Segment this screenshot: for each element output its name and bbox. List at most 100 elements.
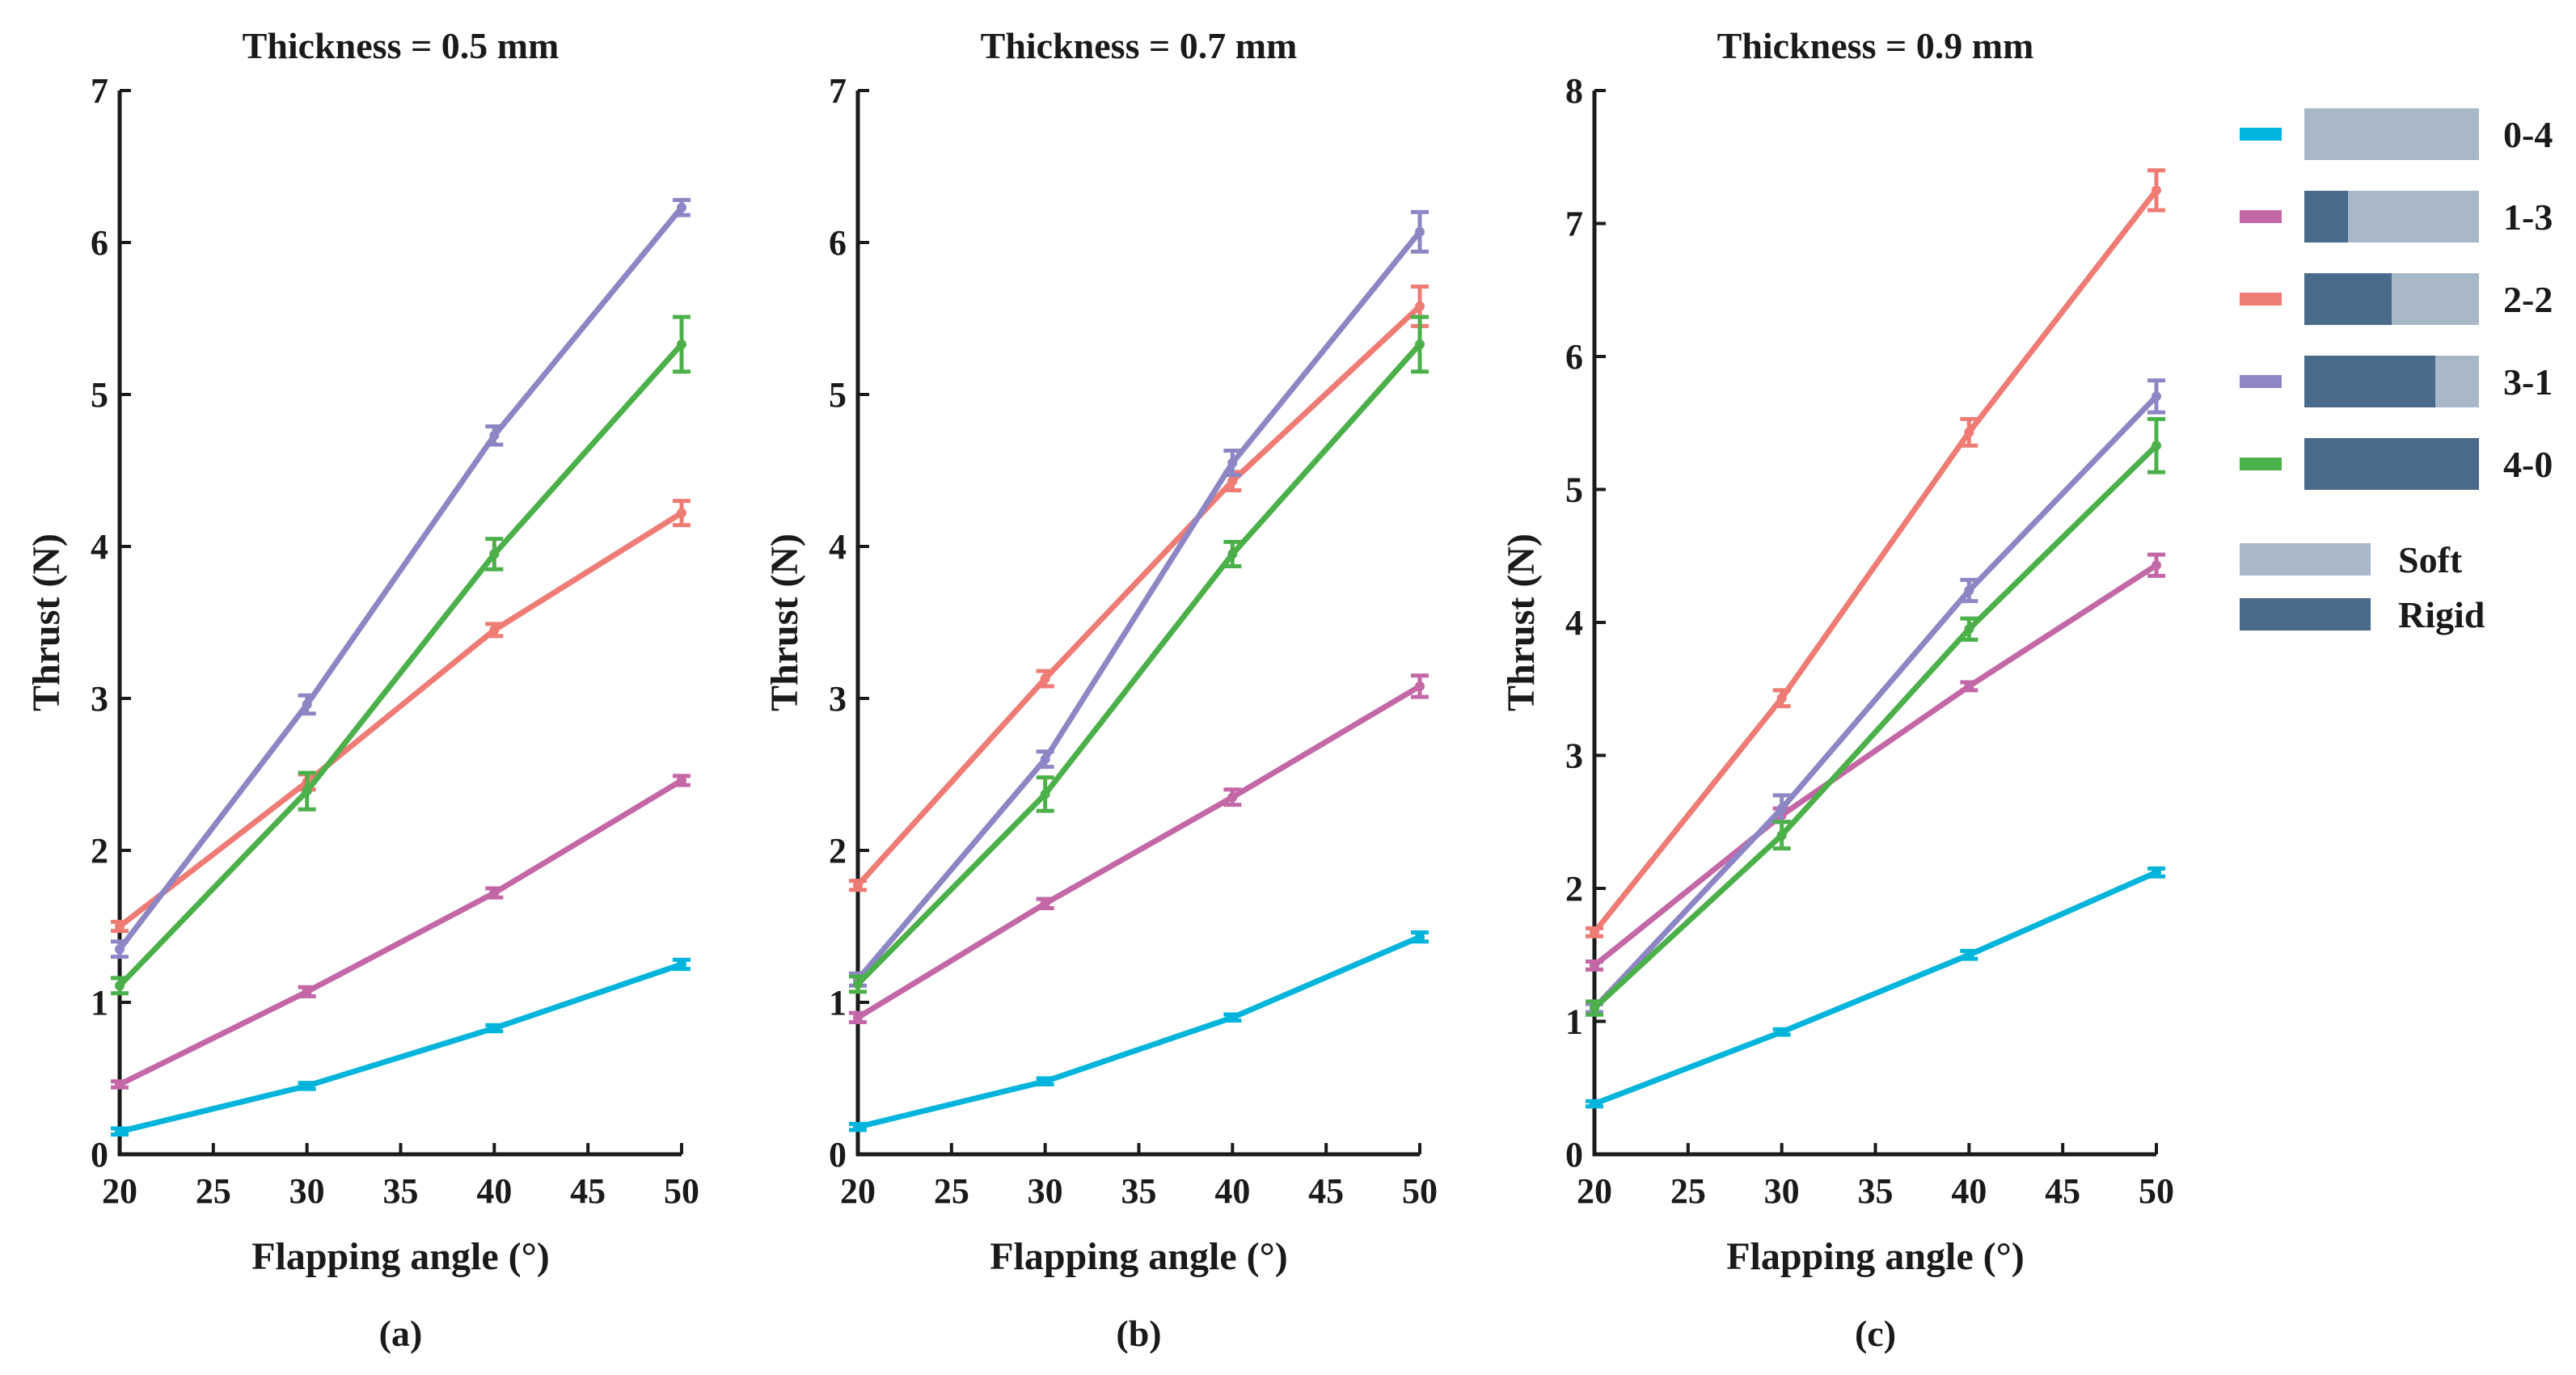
y-tick-label: 2: [1565, 869, 1583, 909]
data-point: [1776, 830, 1787, 841]
x-tick-label: 20: [1577, 1171, 1612, 1211]
chart-title: Thickness = 0.7 mm: [981, 25, 1298, 66]
legend-line-swatch: [2240, 458, 2282, 470]
legend-wing-rigid: [2304, 191, 2348, 243]
data-point: [1590, 1003, 1599, 1014]
legend-label: 4-0: [2503, 444, 2553, 485]
series-line: [855, 934, 1423, 1130]
series-line: [1591, 869, 2160, 1107]
data-point: [489, 888, 500, 898]
data-point: [2152, 391, 2161, 402]
legend-material-soft: Soft: [2240, 539, 2463, 580]
data-point: [1776, 803, 1787, 814]
data-point: [677, 960, 686, 969]
series-0-4: [111, 957, 690, 1137]
series-line: [855, 229, 1423, 983]
y-tick-label: 2: [91, 831, 108, 871]
x-tick-label: 40: [1214, 1171, 1250, 1211]
y-tick-label: 1: [1565, 1002, 1583, 1042]
series-line: [116, 961, 685, 1135]
data-point: [853, 880, 863, 891]
data-point: [2152, 185, 2161, 196]
legend-entry-4-0: 4-0: [2240, 438, 2553, 490]
legend-material-label: Soft: [2398, 539, 2463, 580]
legend-entry-2-2: 2-2: [2240, 273, 2553, 325]
x-tick-label: 20: [102, 1171, 137, 1211]
x-axis-label: Flapping angle (°): [1726, 1235, 2025, 1278]
series-line: [116, 510, 685, 930]
y-tick-label: 0: [1565, 1135, 1583, 1175]
series-line: [1591, 393, 2160, 1011]
series-4-0: [111, 314, 690, 996]
legend-material-rigid: Rigid: [2240, 594, 2485, 635]
legend-label: 1-3: [2503, 196, 2553, 238]
series-0-4: [1586, 866, 2165, 1109]
series-line: [116, 778, 685, 1088]
series-line: [116, 205, 685, 952]
data-point: [1590, 927, 1599, 938]
x-tick-label: 50: [1402, 1171, 1438, 1211]
legend-entry-1-3: 1-3: [2240, 191, 2553, 243]
x-tick-label: 25: [934, 1171, 969, 1211]
y-tick-label: 4: [1565, 603, 1583, 643]
series-4-0: [1586, 416, 2165, 1017]
x-tick-label: 45: [2045, 1171, 2080, 1211]
data-point: [302, 786, 312, 796]
series-2-2: [1586, 168, 2165, 938]
data-point: [853, 1012, 863, 1023]
data-point: [115, 944, 125, 955]
series-0-4: [849, 930, 1429, 1132]
legend: 0-4 1-3 2-2 3-1 4-0 Soft Rigid: [2240, 108, 2553, 635]
series-3-1: [1586, 378, 2165, 1014]
legend-material-swatch: [2240, 543, 2371, 576]
data-point: [115, 1079, 125, 1090]
series-line: [116, 341, 685, 989]
data-point: [1040, 754, 1050, 765]
legend-entry-3-1: 3-1: [2240, 356, 2553, 407]
legend-label: 3-1: [2503, 361, 2553, 403]
x-tick-label: 30: [289, 1171, 325, 1211]
data-point: [1415, 681, 1425, 691]
panel-label: (c): [1855, 1313, 1896, 1354]
y-axis-label: Thrust (N): [25, 534, 68, 711]
x-axis-label: Flapping angle (°): [990, 1235, 1288, 1278]
data-point: [115, 981, 125, 991]
data-point: [1964, 427, 1974, 437]
series-4-0: [849, 314, 1429, 994]
data-point: [1040, 789, 1050, 799]
series-1-3: [111, 774, 690, 1090]
data-point: [489, 1023, 500, 1033]
y-tick-label: 1: [829, 983, 847, 1023]
data-point: [2152, 441, 2161, 451]
legend-label: 2-2: [2503, 279, 2553, 320]
data-point: [1040, 898, 1050, 909]
data-point: [1227, 1012, 1238, 1023]
data-point: [1040, 673, 1050, 684]
y-tick-label: 5: [829, 375, 847, 415]
data-point: [302, 699, 312, 710]
x-tick-label: 45: [1308, 1171, 1344, 1211]
data-point: [1415, 932, 1425, 943]
data-point: [1964, 585, 1974, 596]
data-point: [302, 986, 312, 997]
x-tick-label: 40: [476, 1171, 512, 1211]
series-2-2: [849, 285, 1429, 892]
y-tick-label: 7: [829, 71, 847, 111]
y-tick-label: 5: [91, 375, 108, 415]
x-tick-label: 25: [196, 1171, 231, 1211]
legend-wing-rigid: [2304, 356, 2435, 407]
y-tick-label: 4: [91, 527, 108, 567]
y-tick-label: 0: [91, 1135, 108, 1175]
data-point: [115, 1126, 125, 1137]
data-point: [677, 775, 686, 786]
y-tick-label: 3: [91, 679, 108, 719]
data-point: [489, 549, 500, 559]
legend-entry-0-4: 0-4: [2240, 108, 2553, 160]
data-point: [1227, 549, 1238, 559]
x-tick-label: 50: [2139, 1171, 2174, 1211]
y-tick-label: 6: [91, 223, 108, 263]
legend-material-label: Rigid: [2398, 594, 2485, 635]
series-line: [1591, 187, 2160, 935]
